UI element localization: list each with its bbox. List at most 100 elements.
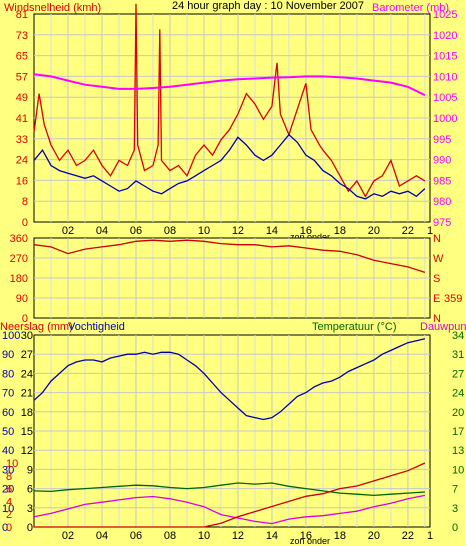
barometer-tick-label: 995 <box>433 134 451 146</box>
temperature-tick-label: 10 <box>452 464 464 476</box>
wind-tick-label: 57 <box>16 71 28 83</box>
x-tick-label-bottom: 10 <box>198 530 210 542</box>
sunset-label-bottom: zon onder <box>290 536 331 546</box>
humidity-tick-label: 0 <box>2 522 8 534</box>
x-tick-label-bottom: 16 <box>300 530 312 542</box>
wind-tick-label: 49 <box>16 92 28 104</box>
rain-tick-label: 27 <box>21 349 33 361</box>
temperature-tick-label: 24 <box>452 388 464 400</box>
barometer-tick-label: 1020 <box>433 30 457 42</box>
sunset-label-top: zon onder <box>290 232 331 242</box>
chart-title: 24 hour graph day : 10 November 2007 <box>172 0 365 12</box>
barometer-tick-label: 990 <box>433 155 451 167</box>
rain-tick-label: 24 <box>21 368 33 380</box>
wind-tick-label: 41 <box>16 113 28 125</box>
barometer-tick-label: 975 <box>433 217 451 229</box>
compass-tick-label: W <box>433 253 444 265</box>
wind-series-line-2 <box>33 73 426 96</box>
temperature-tick-label: 17 <box>452 426 464 438</box>
compass-tick-label: N <box>433 313 441 325</box>
x-tick-label-top: 14 <box>266 225 278 237</box>
compass-tick-label: N <box>433 233 441 245</box>
humidity-tick-label: 80 <box>2 368 14 380</box>
temperature-tick-label: 7 <box>452 484 458 496</box>
dewpoint-axis-label: Dauwpunt <box>420 321 466 333</box>
x-tick-label-top: 22 <box>402 225 414 237</box>
temperature-tick-label: 27 <box>452 368 464 380</box>
rain-scale-label: 2 <box>6 509 12 521</box>
x-tick-label-top: 1 <box>427 225 433 237</box>
x-tick-label-top: 02 <box>62 225 74 237</box>
rain-tick-label: 18 <box>21 407 33 419</box>
wind-tick-label: 65 <box>16 51 28 63</box>
direction-tick-label: 360 <box>10 233 28 245</box>
direction-series-line-0 <box>33 239 426 274</box>
x-tick-label-bottom: 04 <box>96 530 108 542</box>
rain-tick-label: 15 <box>21 426 33 438</box>
humidity-series-line-2 <box>33 494 426 525</box>
rain-scale-label: 8 <box>6 471 12 483</box>
x-tick-label-bottom: 1 <box>427 530 433 542</box>
rain-tick-label: 30 <box>21 330 33 342</box>
rain-tick-label: 0 <box>27 522 33 534</box>
wind-series-line-1 <box>33 133 426 200</box>
x-tick-label-bottom: 20 <box>368 530 380 542</box>
compass-tick-label: S <box>433 273 440 285</box>
rain-tick-label: 6 <box>27 484 33 496</box>
humidity-axis-label: Vochtigheid <box>68 321 125 333</box>
x-tick-label-top: 06 <box>130 225 142 237</box>
direction-tick-label: 180 <box>10 273 28 285</box>
humidity-series-line-1 <box>33 482 425 497</box>
x-tick-label-bottom: 02 <box>62 530 74 542</box>
humidity-tick-label: 60 <box>2 407 14 419</box>
wind-tick-label: 0 <box>22 217 28 229</box>
humidity-series-line-0 <box>33 338 426 421</box>
x-tick-label-top: 04 <box>96 225 108 237</box>
direction-tick-label: 0 <box>22 313 28 325</box>
temperature-tick-label: 13 <box>452 445 464 457</box>
humidity-tick-label: 90 <box>2 349 14 361</box>
rain-tick-label: 12 <box>21 445 33 457</box>
wind-direction-value: 359 <box>444 293 463 305</box>
humidity-tick-label: 100 <box>2 330 20 342</box>
temperature-axis-label: Temperatuur (°C) <box>312 321 397 333</box>
barometer-tick-label: 1005 <box>433 92 457 104</box>
x-tick-label-bottom: 18 <box>334 530 346 542</box>
rain-scale-label: 0 <box>6 522 12 534</box>
barometer-tick-label: 985 <box>433 175 451 187</box>
wind-tick-label: 24 <box>16 155 28 167</box>
x-tick-label-top: 16 <box>300 225 312 237</box>
temperature-tick-label: 31 <box>452 349 464 361</box>
direction-tick-label: 90 <box>16 293 28 305</box>
barometer-tick-label: 1000 <box>433 113 457 125</box>
x-tick-label-bottom: 22 <box>402 530 414 542</box>
humidity-tick-label: 30 <box>2 464 14 476</box>
humidity-tick-label: 20 <box>2 484 14 496</box>
humidity-series-line-3 <box>34 462 426 528</box>
direction-tick-label: 270 <box>10 253 28 265</box>
x-tick-label-top: 12 <box>232 225 244 237</box>
barometer-tick-label: 980 <box>433 196 451 208</box>
barometer-axis-label: Barometer (mb) <box>372 2 450 14</box>
barometer-tick-label: 1025 <box>433 9 457 21</box>
temperature-tick-label: 0 <box>452 522 458 534</box>
barometer-tick-label: 1015 <box>433 51 457 63</box>
barometer-tick-label: 1010 <box>433 71 457 83</box>
humidity-tick-label: 50 <box>2 426 14 438</box>
x-tick-label-bottom: 08 <box>164 530 176 542</box>
x-tick-label-bottom: 06 <box>130 530 142 542</box>
rain-scale-label: 10 <box>6 458 18 470</box>
x-tick-label-top: 08 <box>164 225 176 237</box>
humidity-tick-label: 70 <box>2 388 14 400</box>
rain-axis-label: Neerslag (mm) <box>0 321 73 333</box>
wind-tick-label: 33 <box>16 134 28 146</box>
rain-tick-label: 21 <box>21 388 33 400</box>
wind-tick-label: 16 <box>16 175 28 187</box>
rain-scale-label: 6 <box>6 484 12 496</box>
wind-axis-label: Windsnelheid (kmh) <box>4 2 102 14</box>
x-tick-label-bottom: 14 <box>266 530 278 542</box>
compass-tick-label: E <box>433 293 440 305</box>
rain-tick-label: 3 <box>27 503 33 515</box>
